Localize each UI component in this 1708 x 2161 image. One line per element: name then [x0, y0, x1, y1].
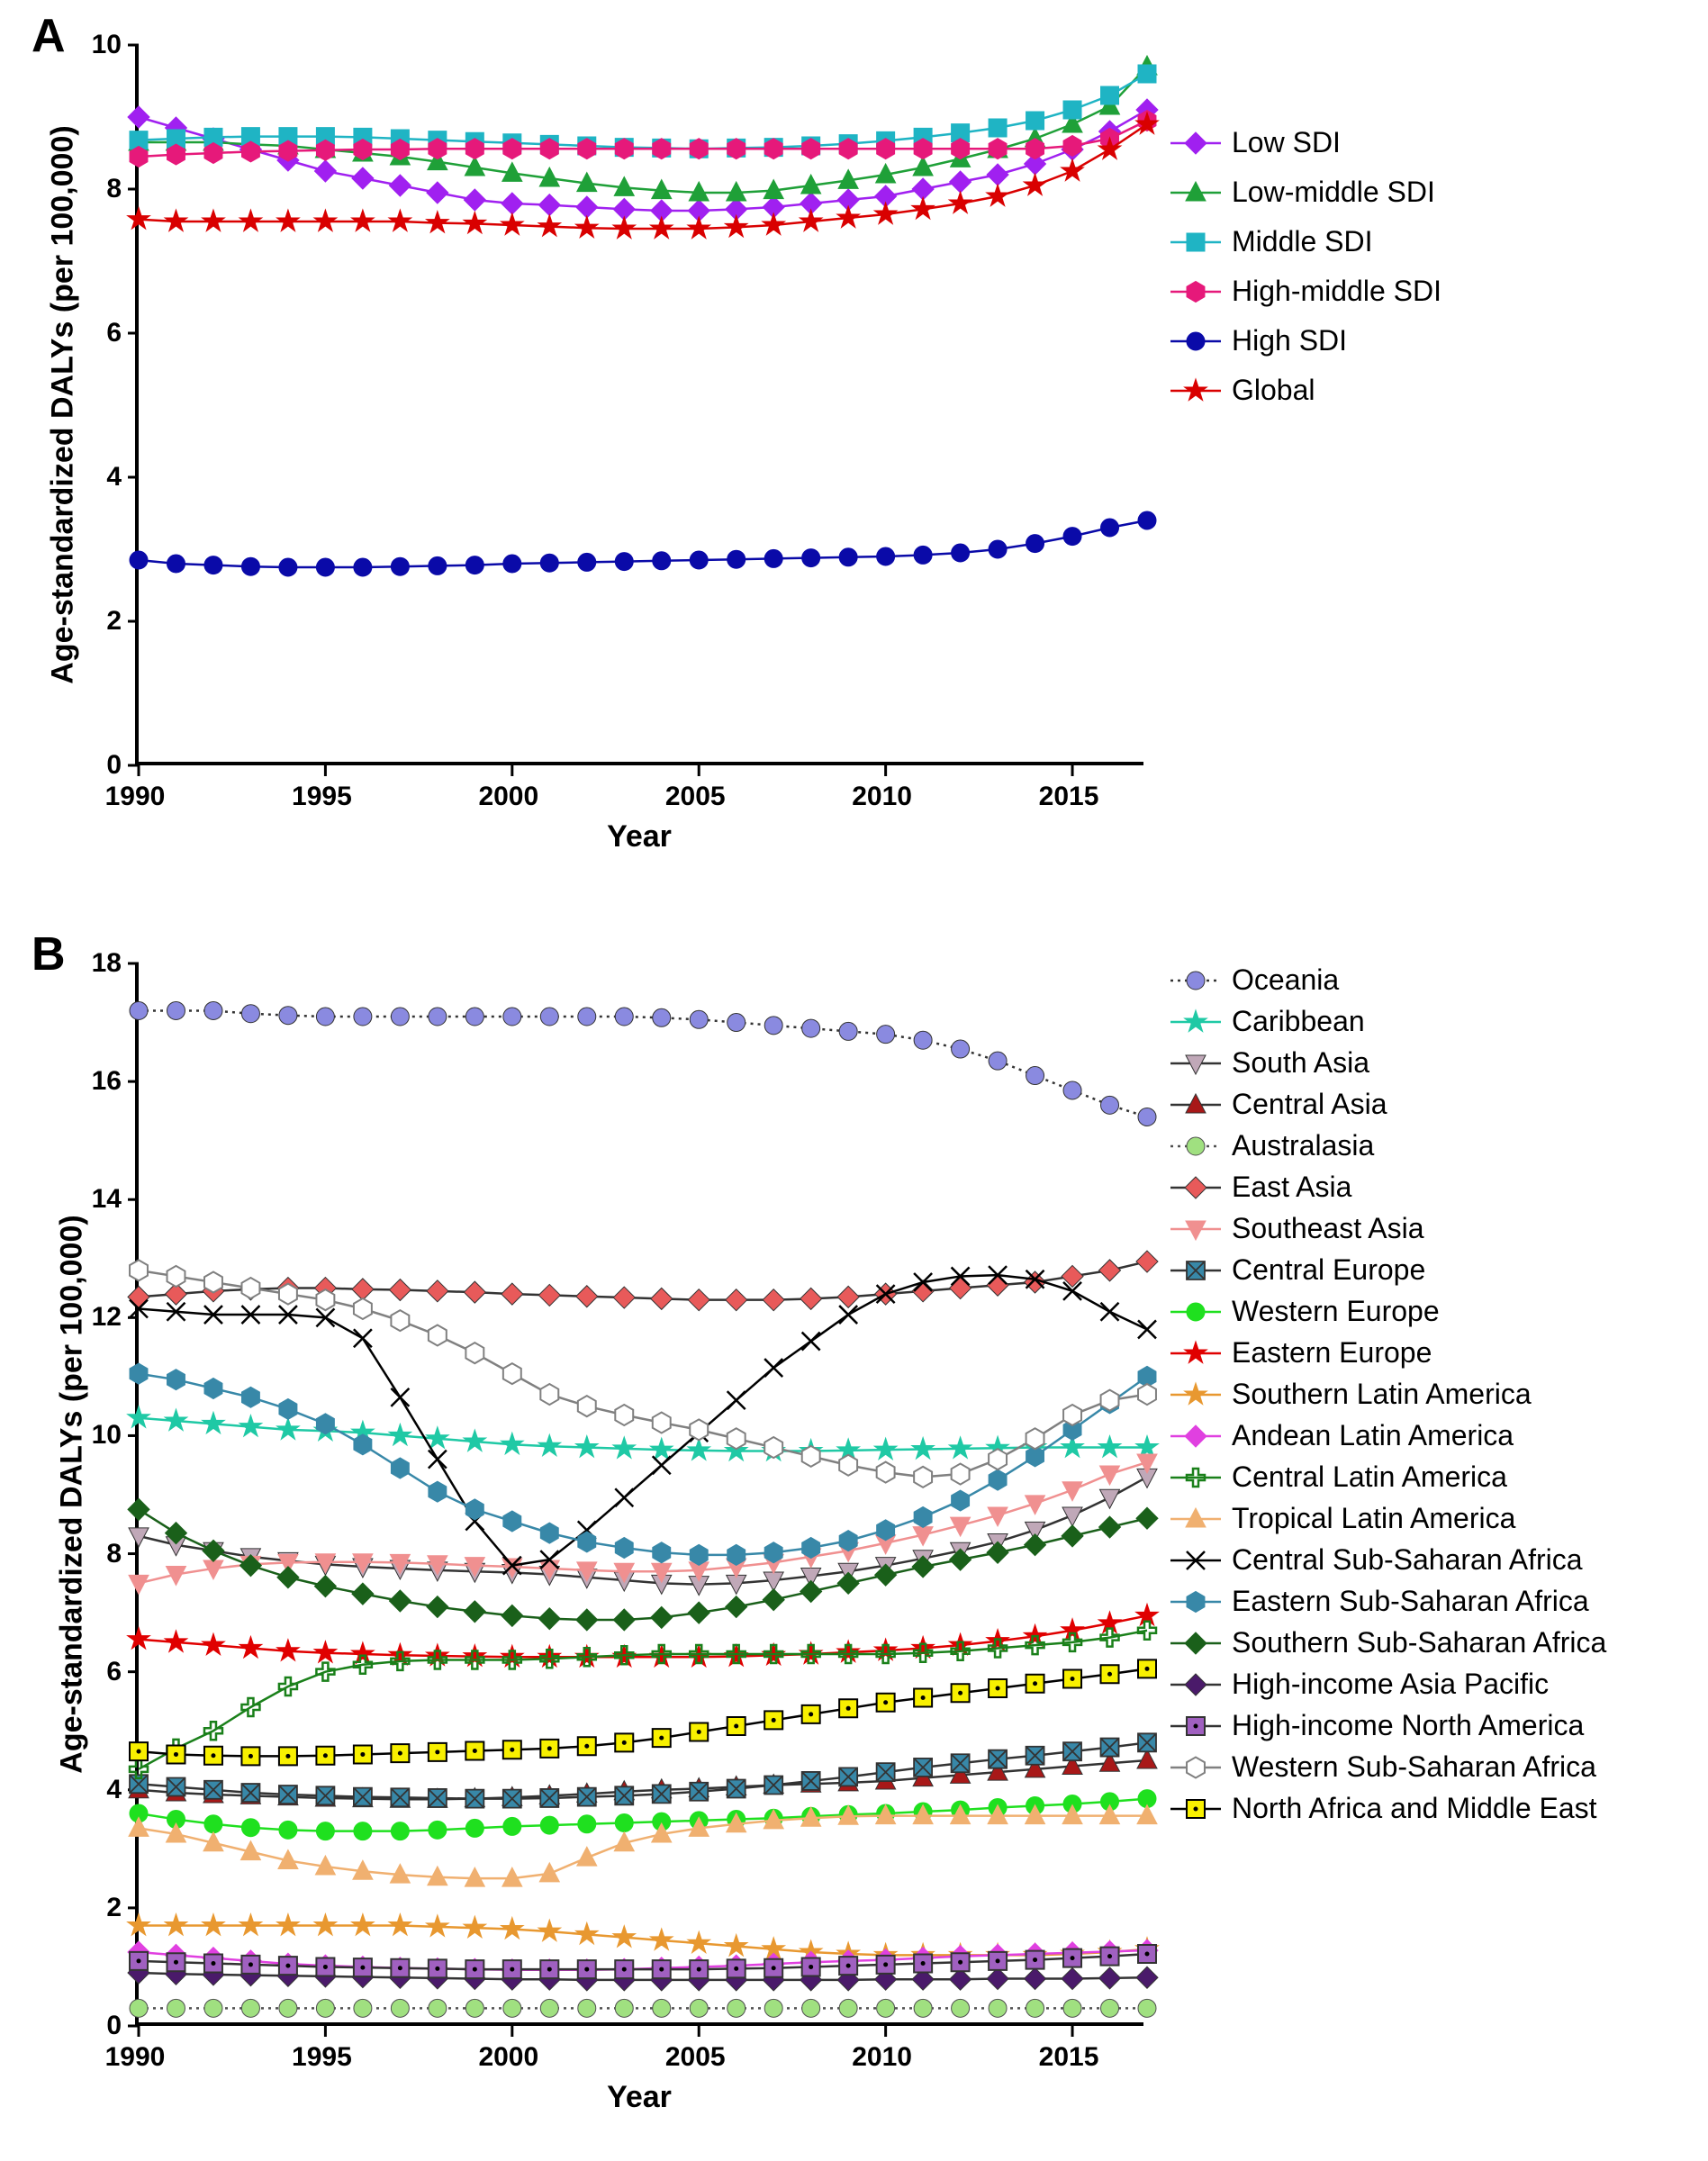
legend-item: High-income North America [1170, 1709, 1606, 1742]
legend-label: Eastern Sub-Saharan Africa [1232, 1585, 1589, 1618]
x-tick-label: 2010 [852, 782, 912, 812]
figure: A 199019952000200520102015 0246810 Year … [18, 18, 1690, 2143]
legend-item: Southern Latin America [1170, 1378, 1606, 1411]
legend-item: North Africa and Middle East [1170, 1792, 1606, 1825]
legend-label: Low-middle SDI [1232, 176, 1435, 209]
y-tick-label: 10 [86, 30, 122, 60]
x-tick-label: 2000 [478, 2042, 538, 2073]
legend-label: High-income North America [1232, 1709, 1584, 1742]
panel-b-legend: Oceania Caribbean South Asia Central Asia Au… [1170, 963, 1606, 1825]
legend-item: Eastern Europe [1170, 1336, 1606, 1370]
x-tick-label: 2015 [1039, 2042, 1099, 2073]
panel-b: B 199019952000200520102015 0246810121416… [18, 936, 1690, 2143]
panel-a-xlabel: Year [135, 819, 1143, 854]
legend-label: Southern Sub-Saharan Africa [1232, 1626, 1606, 1659]
legend-item: Central Sub-Saharan Africa [1170, 1543, 1606, 1577]
legend-item: Eastern Sub-Saharan Africa [1170, 1585, 1606, 1618]
y-tick-label: 0 [86, 2011, 122, 2041]
y-tick-label: 2 [86, 606, 122, 637]
legend-label: Western Sub-Saharan Africa [1232, 1750, 1596, 1784]
legend-item: High SDI [1170, 324, 1441, 357]
legend-item: Western Sub-Saharan Africa [1170, 1750, 1606, 1784]
legend-label: Central Asia [1232, 1088, 1387, 1121]
legend-label: Central Sub-Saharan Africa [1232, 1543, 1583, 1577]
legend-label: Southeast Asia [1232, 1212, 1423, 1245]
legend-label: Western Europe [1232, 1295, 1440, 1328]
legend-label: Central Latin America [1232, 1460, 1507, 1494]
legend-label: Southern Latin America [1232, 1378, 1532, 1411]
legend-item: Central Latin America [1170, 1460, 1606, 1494]
legend-item: Andean Latin America [1170, 1419, 1606, 1452]
panel-a-plot [135, 45, 1143, 765]
legend-item: Caribbean [1170, 1005, 1606, 1038]
legend-item: Oceania [1170, 963, 1606, 997]
legend-item: High-income Asia Pacific [1170, 1668, 1606, 1701]
legend-label: Oceania [1232, 963, 1339, 997]
legend-item: South Asia [1170, 1046, 1606, 1080]
legend-label: Central Europe [1232, 1253, 1425, 1287]
x-tick-label: 2000 [478, 782, 538, 812]
legend-item: Australasia [1170, 1129, 1606, 1162]
legend-item: Central Europe [1170, 1253, 1606, 1287]
panel-b-plot [135, 963, 1143, 2026]
legend-label: Andean Latin America [1232, 1419, 1514, 1452]
legend-item: Global [1170, 374, 1441, 407]
y-tick-label: 0 [86, 750, 122, 781]
panel-a-svg [139, 45, 1147, 765]
legend-item: Middle SDI [1170, 225, 1441, 258]
legend-label: Australasia [1232, 1129, 1374, 1162]
panel-b-label: B [32, 927, 66, 981]
y-tick-label: 10 [86, 1420, 122, 1451]
legend-label: North Africa and Middle East [1232, 1792, 1597, 1825]
y-tick-label: 14 [86, 1184, 122, 1215]
y-tick-label: 8 [86, 174, 122, 204]
y-tick-label: 12 [86, 1302, 122, 1333]
legend-label: High-income Asia Pacific [1232, 1668, 1549, 1701]
legend-label: Tropical Latin America [1232, 1502, 1515, 1535]
legend-item: Western Europe [1170, 1295, 1606, 1328]
legend-label: Middle SDI [1232, 225, 1373, 258]
legend-label: South Asia [1232, 1046, 1369, 1080]
x-tick-label: 1990 [105, 782, 166, 812]
y-tick-label: 6 [86, 318, 122, 348]
x-tick-label: 1995 [292, 2042, 352, 2073]
panel-b-ylabel: Age-standardized DALYs (per 100,000) [55, 1044, 90, 1945]
panel-a-ylabel: Age-standardized DALYs (per 100,000) [46, 45, 81, 765]
y-tick-label: 18 [86, 948, 122, 979]
legend-item: High-middle SDI [1170, 275, 1441, 308]
x-tick-label: 2005 [665, 782, 726, 812]
y-tick-label: 8 [86, 1539, 122, 1569]
panel-a-legend: Low SDI Low-middle SDI Middle SDI High-midd… [1170, 126, 1441, 407]
legend-label: Caribbean [1232, 1005, 1365, 1038]
legend-item: Southeast Asia [1170, 1212, 1606, 1245]
panel-b-svg [139, 963, 1147, 2026]
legend-item: East Asia [1170, 1171, 1606, 1204]
x-tick-label: 2010 [852, 2042, 912, 2073]
legend-label: East Asia [1232, 1171, 1351, 1204]
legend-item: Low SDI [1170, 126, 1441, 159]
x-tick-label: 1990 [105, 2042, 166, 2073]
legend-label: High SDI [1232, 324, 1347, 357]
y-tick-label: 16 [86, 1066, 122, 1097]
y-tick-label: 6 [86, 1657, 122, 1687]
legend-item: Low-middle SDI [1170, 176, 1441, 209]
legend-item: Southern Sub-Saharan Africa [1170, 1626, 1606, 1659]
x-tick-label: 1995 [292, 782, 352, 812]
legend-label: Global [1232, 374, 1315, 407]
legend-item: Tropical Latin America [1170, 1502, 1606, 1535]
y-tick-label: 2 [86, 1893, 122, 1923]
x-tick-label: 2005 [665, 2042, 726, 2073]
x-tick-label: 2015 [1039, 782, 1099, 812]
legend-item: Central Asia [1170, 1088, 1606, 1121]
y-tick-label: 4 [86, 1775, 122, 1805]
panel-b-xlabel: Year [135, 2080, 1143, 2115]
legend-label: High-middle SDI [1232, 275, 1441, 308]
legend-label: Eastern Europe [1232, 1336, 1432, 1370]
y-tick-label: 4 [86, 462, 122, 493]
legend-label: Low SDI [1232, 126, 1341, 159]
panel-a: A 199019952000200520102015 0246810 Year … [18, 18, 1690, 918]
